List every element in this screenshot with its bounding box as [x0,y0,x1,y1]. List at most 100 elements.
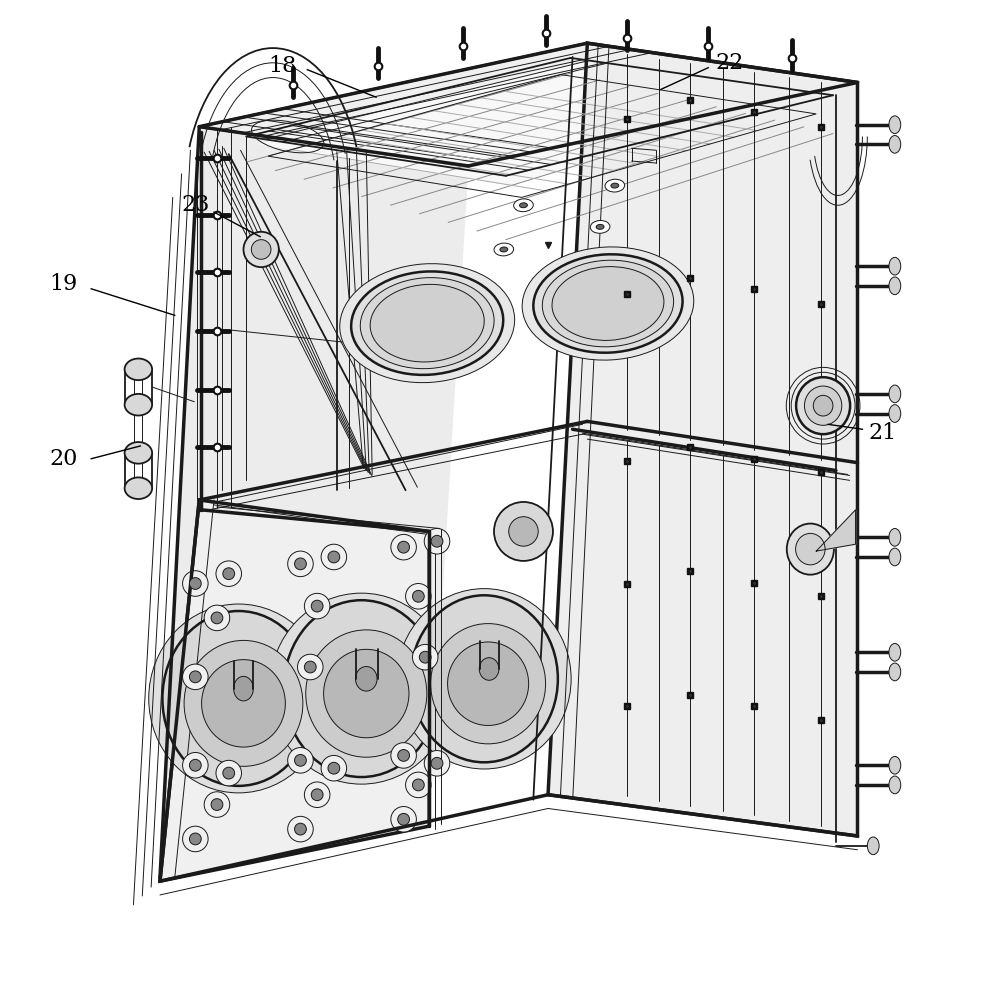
Ellipse shape [149,604,328,793]
Ellipse shape [520,203,528,208]
Text: 20: 20 [49,448,78,470]
Circle shape [183,752,208,778]
Circle shape [406,584,431,609]
Circle shape [412,779,424,791]
Circle shape [412,590,424,602]
Circle shape [431,757,443,769]
Circle shape [190,578,202,589]
Ellipse shape [596,224,604,229]
Circle shape [190,671,202,683]
Circle shape [391,743,416,768]
Circle shape [304,593,330,619]
Ellipse shape [514,199,534,212]
Ellipse shape [889,277,901,295]
Ellipse shape [431,624,545,744]
Ellipse shape [124,442,152,464]
Circle shape [391,807,416,832]
Circle shape [406,772,431,798]
Circle shape [223,767,234,779]
Ellipse shape [813,395,833,416]
Ellipse shape [889,663,901,681]
Circle shape [205,792,230,817]
Ellipse shape [605,179,624,192]
Polygon shape [816,510,856,551]
Ellipse shape [479,658,499,680]
Text: 18: 18 [269,55,297,77]
Ellipse shape [162,611,315,786]
Ellipse shape [889,136,901,153]
Text: 23: 23 [181,194,209,216]
Ellipse shape [611,183,618,188]
Circle shape [431,535,443,547]
Circle shape [216,760,241,786]
Polygon shape [160,127,468,878]
Ellipse shape [889,528,901,546]
Text: 19: 19 [49,273,78,295]
Circle shape [494,502,553,561]
Ellipse shape [889,548,901,566]
Ellipse shape [202,660,286,747]
Circle shape [223,568,234,580]
Ellipse shape [786,524,834,575]
Text: 22: 22 [715,52,744,74]
Circle shape [190,833,202,845]
Circle shape [321,755,347,781]
Circle shape [211,799,223,810]
Circle shape [183,571,208,596]
Ellipse shape [867,837,879,855]
Circle shape [304,782,330,808]
Ellipse shape [542,260,674,347]
Ellipse shape [500,247,508,252]
Circle shape [419,651,431,663]
Ellipse shape [370,284,484,362]
Circle shape [424,528,450,554]
Ellipse shape [889,116,901,134]
Circle shape [311,789,323,801]
Polygon shape [258,62,826,186]
Circle shape [328,551,340,563]
Ellipse shape [534,254,683,353]
Circle shape [190,759,202,771]
Ellipse shape [124,394,152,416]
Circle shape [509,517,538,546]
Ellipse shape [889,405,901,422]
Circle shape [297,654,323,680]
Ellipse shape [796,377,850,434]
Ellipse shape [889,756,901,774]
Circle shape [304,661,316,673]
Ellipse shape [448,642,529,725]
Circle shape [243,232,279,267]
Text: 21: 21 [867,422,896,444]
Polygon shape [160,500,429,881]
Ellipse shape [410,595,558,762]
Circle shape [398,750,409,761]
Polygon shape [548,43,858,836]
Ellipse shape [590,220,610,233]
Ellipse shape [124,477,152,499]
Circle shape [211,612,223,624]
Ellipse shape [397,589,571,769]
Circle shape [391,534,416,560]
Circle shape [311,600,323,612]
Ellipse shape [340,264,515,383]
Ellipse shape [889,257,901,275]
Circle shape [321,544,347,570]
Ellipse shape [124,359,152,380]
Polygon shape [200,43,858,166]
Circle shape [294,754,306,766]
Ellipse shape [233,676,253,701]
Ellipse shape [351,271,503,375]
Circle shape [288,816,313,842]
Ellipse shape [494,243,514,256]
Circle shape [412,644,438,670]
Ellipse shape [804,386,842,425]
Ellipse shape [356,667,377,691]
Circle shape [216,561,241,586]
Ellipse shape [889,776,901,794]
Circle shape [398,541,409,553]
Circle shape [183,826,208,852]
Circle shape [424,751,450,776]
Circle shape [294,823,306,835]
Ellipse shape [284,600,439,777]
Ellipse shape [270,593,453,784]
